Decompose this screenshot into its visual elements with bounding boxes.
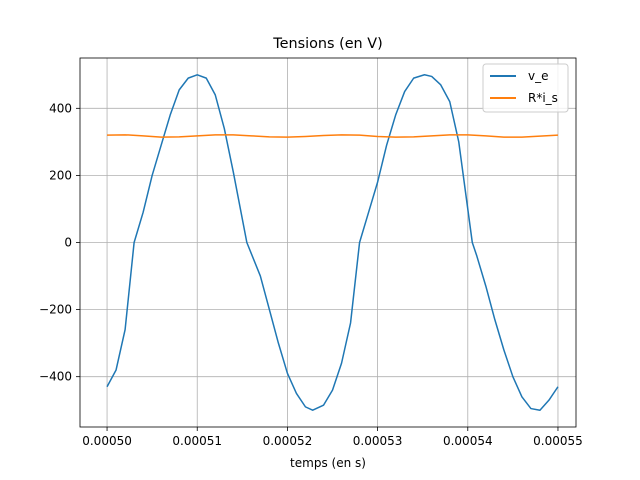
- legend: v_e R*i_s: [482, 63, 569, 113]
- y-tick-label: 200: [49, 168, 72, 182]
- x-tick-label: 0.00050: [82, 434, 132, 448]
- x-tick-label: 0.00054: [443, 434, 493, 448]
- legend-label-r-i-s: R*i_s: [528, 91, 558, 105]
- x-axis-ticks: 0.00050 0.00051 0.00052 0.00053 0.00054 0.000…: [82, 427, 583, 448]
- x-tick-label: 0.00055: [533, 434, 583, 448]
- grid: [80, 58, 576, 427]
- series-layer: [106, 74, 559, 411]
- x-axis-title: temps (en s): [290, 456, 366, 470]
- x-tick-label: 0.00051: [172, 434, 222, 448]
- chart-title: Tensions (en V): [272, 36, 382, 52]
- y-tick-label: 400: [49, 101, 72, 115]
- plot-area: [79, 57, 577, 428]
- series-line-v-e: [106, 74, 559, 411]
- y-tick-label: −400: [39, 370, 72, 384]
- x-tick-label: 0.00053: [353, 434, 403, 448]
- y-tick-label: 0: [64, 236, 72, 250]
- y-axis-ticks: −400 −200 0 200 400: [39, 101, 80, 384]
- series-line-r-i-s: [107, 134, 559, 138]
- x-tick-label: 0.00052: [263, 434, 313, 448]
- y-tick-label: −200: [39, 303, 72, 317]
- legend-label-v-e: v_e: [528, 69, 548, 83]
